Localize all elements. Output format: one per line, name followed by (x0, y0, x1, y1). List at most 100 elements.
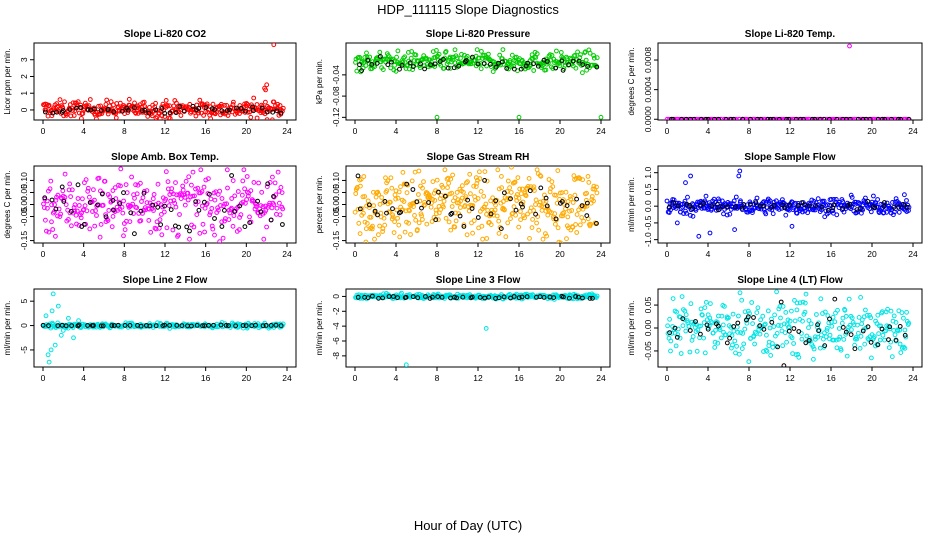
data-point (530, 217, 535, 222)
data-point (463, 58, 469, 63)
data-point (87, 200, 93, 205)
x-axis-label: Hour of Day (UTC) (413, 518, 523, 533)
data-point (193, 199, 199, 205)
data-point (730, 201, 736, 207)
data-point (488, 222, 494, 228)
y-tick-label: 2 (19, 74, 29, 79)
data-point (379, 195, 385, 200)
data-point (397, 234, 403, 240)
data-point (47, 186, 53, 192)
data-point (465, 179, 470, 185)
y-tick-label: 0.05 (643, 297, 653, 314)
data-point (684, 318, 690, 324)
data-point (201, 113, 207, 118)
data-point (577, 222, 583, 228)
data-point (494, 213, 500, 219)
data-point (570, 224, 576, 230)
data-point (859, 321, 865, 327)
data-point (270, 117, 275, 120)
data-point (787, 318, 793, 324)
x-tick-label: 16 (514, 126, 524, 136)
data-point (804, 116, 809, 120)
data-point (74, 208, 80, 214)
data-point (178, 196, 184, 202)
data-point (163, 169, 169, 175)
panel-title: Slope Line 2 Flow (123, 275, 208, 286)
data-point (534, 51, 540, 57)
data-point (210, 101, 216, 107)
data-point (669, 200, 675, 205)
data-point (843, 329, 849, 335)
data-point (144, 200, 150, 206)
data-point (764, 332, 769, 338)
x-tick-label: 20 (555, 249, 565, 259)
data-point (518, 217, 523, 223)
data-point (553, 65, 559, 71)
data-point (146, 110, 152, 116)
data-point (718, 335, 724, 341)
x-tick-label: 12 (785, 249, 795, 259)
data-point (765, 308, 771, 314)
data-point (470, 203, 476, 208)
data-point (167, 110, 173, 116)
data-point (553, 221, 558, 227)
data-point (229, 196, 235, 201)
data-point (212, 197, 218, 203)
data-point (555, 225, 561, 231)
data-point (168, 207, 174, 213)
data-point (161, 209, 167, 215)
data-point (892, 332, 898, 338)
data-point (890, 200, 895, 205)
data-point (758, 317, 763, 323)
data-point (402, 229, 408, 235)
data-point (471, 183, 477, 189)
data-point (691, 116, 697, 120)
data-point (85, 185, 91, 191)
data-point (280, 222, 285, 227)
data-point (400, 59, 406, 65)
data-point (194, 323, 200, 328)
data-point (73, 212, 79, 218)
data-point (95, 202, 100, 208)
data-point (367, 205, 372, 211)
data-point (259, 105, 265, 111)
data-point (565, 214, 571, 220)
data-point (409, 49, 415, 54)
data-point (483, 201, 489, 207)
data-point (446, 180, 452, 186)
data-point (896, 204, 901, 210)
data-point (748, 116, 753, 120)
data-point (896, 209, 902, 215)
data-point (197, 97, 203, 103)
outlier-point (688, 173, 693, 179)
data-point (436, 217, 441, 223)
data-point (183, 178, 189, 184)
data-point (712, 339, 718, 345)
data-point (226, 217, 232, 223)
data-point (519, 294, 525, 300)
data-point (109, 323, 115, 328)
data-point (586, 180, 592, 185)
data-point (441, 204, 446, 210)
data-point (496, 218, 502, 224)
data-point (832, 319, 838, 325)
data-point (60, 108, 66, 114)
x-tick-label: 16 (201, 249, 211, 259)
data-point (42, 205, 47, 211)
data-point (72, 202, 78, 208)
data-point (138, 323, 144, 329)
data-point (803, 291, 809, 297)
data-point (594, 190, 600, 196)
data-point (435, 294, 441, 300)
series-hourly (667, 199, 910, 213)
data-point (410, 187, 416, 192)
data-point (806, 200, 812, 206)
data-point (488, 61, 493, 67)
x-tick-label: 0 (665, 126, 670, 136)
data-point (76, 322, 82, 328)
data-point (578, 52, 583, 57)
data-point (502, 207, 507, 213)
data-point (73, 105, 79, 111)
x-tick-label: 24 (908, 249, 918, 259)
data-point (891, 116, 896, 120)
